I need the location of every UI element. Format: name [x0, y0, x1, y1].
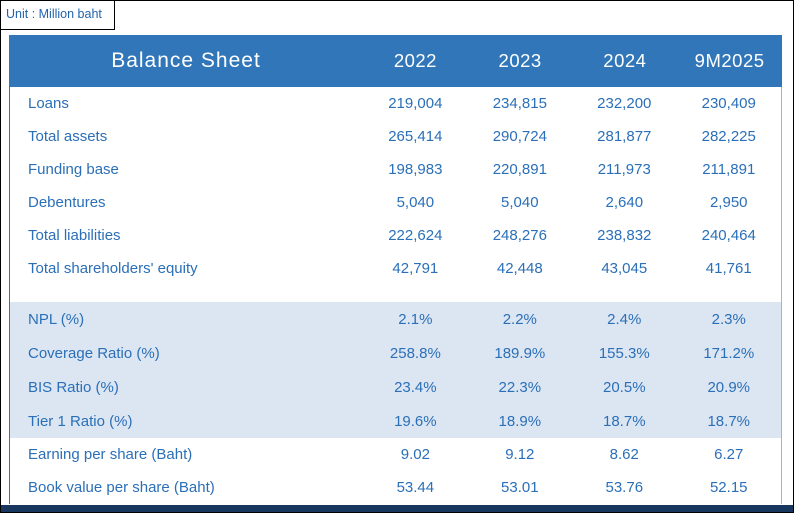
table-row-bis-ratio: BIS Ratio (%) 23.4% 22.3% 20.5% 20.9%: [10, 370, 781, 404]
row-label: Total shareholders' equity: [28, 260, 198, 277]
row-label: Total assets: [28, 128, 108, 145]
row-value: 9.12: [505, 446, 535, 463]
row-label: Funding base: [28, 161, 119, 178]
row-value: 18.7%: [707, 412, 751, 430]
table-row-total-assets: Total assets 265,414 290,724 281,877 282…: [10, 120, 781, 153]
row-value: 2.2%: [502, 310, 537, 328]
row-value: 20.5%: [603, 378, 646, 396]
table-row-shareholders-equity: Total shareholders' equity 42,791 42,448…: [10, 252, 781, 285]
row-value: 2,640: [605, 194, 644, 211]
row-value: 8.62: [609, 446, 639, 463]
row-value: 222,624: [388, 227, 443, 244]
row-value: 5,040: [501, 194, 539, 211]
bottom-accent-bar: [1, 505, 793, 512]
unit-label-box: Unit : Million baht: [1, 1, 115, 30]
row-value: 6.27: [714, 446, 744, 463]
row-label: BIS Ratio (%): [28, 378, 119, 396]
column-header-2024: 2024: [603, 50, 647, 71]
row-value: 171.2%: [703, 344, 755, 362]
row-value: 42,791: [392, 260, 439, 277]
row-value: 265,414: [388, 128, 443, 145]
row-value: 52.15: [709, 479, 748, 496]
row-value: 155.3%: [598, 344, 650, 362]
table-body: Loans 219,004 234,815 232,200 230,409 To…: [9, 87, 782, 504]
column-header-9m2025: 9M2025: [694, 50, 765, 71]
section-per-share-data: Earning per share (Baht) 9.02 9.12 8.62 …: [10, 438, 781, 504]
row-value: 2.4%: [607, 310, 642, 328]
table-row-funding-base: Funding base 198,983 220,891 211,973 211…: [10, 153, 781, 186]
row-value: 238,832: [597, 227, 652, 244]
row-value: 5,040: [396, 194, 435, 211]
unit-label: Unit : Million baht: [6, 7, 102, 21]
row-label: Loans: [28, 95, 69, 112]
table-row-loans: Loans 219,004 234,815 232,200 230,409: [10, 87, 781, 120]
table-title: Balance Sheet: [111, 49, 261, 72]
row-value: 234,815: [492, 95, 547, 112]
row-value: 198,983: [388, 161, 443, 178]
row-value: 211,973: [597, 161, 651, 178]
table-row-npl: NPL (%) 2.1% 2.2% 2.4% 2.3%: [10, 302, 781, 336]
row-label: Coverage Ratio (%): [28, 344, 160, 362]
row-value: 219,004: [388, 95, 443, 112]
column-header-2022: 2022: [393, 50, 437, 71]
row-label: Total liabilities: [28, 227, 121, 244]
row-value: 230,409: [701, 95, 756, 112]
table-row-tier1-ratio: Tier 1 Ratio (%) 19.6% 18.9% 18.7% 18.7%: [10, 404, 781, 438]
row-value: 282,225: [701, 128, 756, 145]
table-row-debentures: Debentures 5,040 5,040 2,640 2,950: [10, 186, 781, 219]
row-label: Book value per share (Baht): [28, 479, 215, 496]
row-value: 211,891: [702, 161, 756, 178]
section-financial-ratios: NPL (%) 2.1% 2.2% 2.4% 2.3% Coverage Rat…: [10, 302, 781, 438]
row-value: 53.76: [605, 479, 644, 496]
row-value: 41,761: [705, 260, 752, 277]
balance-sheet-table: Balance Sheet 2022 2023 2024 9M2025 Loan…: [9, 35, 782, 504]
row-value: 240,464: [701, 227, 756, 244]
row-label: NPL (%): [28, 310, 85, 328]
row-value: 19.6%: [394, 412, 437, 430]
table-row-total-liabilities: Total liabilities 222,624 248,276 238,83…: [10, 219, 781, 252]
row-value: 42,448: [496, 260, 543, 277]
row-value: 9.02: [400, 446, 430, 463]
row-label: Earning per share (Baht): [28, 446, 193, 463]
row-label: Debentures: [28, 194, 106, 211]
row-value: 232,200: [597, 95, 652, 112]
row-value: 2.1%: [398, 310, 433, 328]
row-value: 290,724: [492, 128, 547, 145]
row-value: 18.7%: [603, 412, 646, 430]
row-value: 281,877: [597, 128, 652, 145]
row-value: 23.4%: [394, 378, 437, 396]
row-value: 2.3%: [711, 310, 746, 328]
row-value: 220,891: [492, 161, 547, 178]
table-header-row: Balance Sheet 2022 2023 2024 9M2025: [9, 35, 782, 87]
row-value: 18.9%: [498, 412, 542, 430]
table-row-book-value: Book value per share (Baht) 53.44 53.01 …: [10, 471, 781, 504]
row-value: 258.8%: [389, 344, 441, 362]
row-value: 53.44: [396, 479, 435, 496]
column-header-2023: 2023: [498, 50, 542, 71]
table-row-eps: Earning per share (Baht) 9.02 9.12 8.62 …: [10, 438, 781, 471]
section-balance-sheet-items: Loans 219,004 234,815 232,200 230,409 To…: [10, 87, 781, 285]
row-value: 20.9%: [707, 378, 751, 396]
table-row-coverage-ratio: Coverage Ratio (%) 258.8% 189.9% 155.3% …: [10, 336, 781, 370]
row-value: 248,276: [492, 227, 547, 244]
row-label: Tier 1 Ratio (%): [28, 412, 133, 430]
row-value: 22.3%: [498, 378, 542, 396]
section-divider: [10, 285, 781, 302]
row-value: 43,045: [601, 260, 648, 277]
row-value: 2,950: [709, 194, 748, 211]
row-value: 53.01: [501, 479, 539, 496]
row-value: 189.9%: [494, 344, 546, 362]
